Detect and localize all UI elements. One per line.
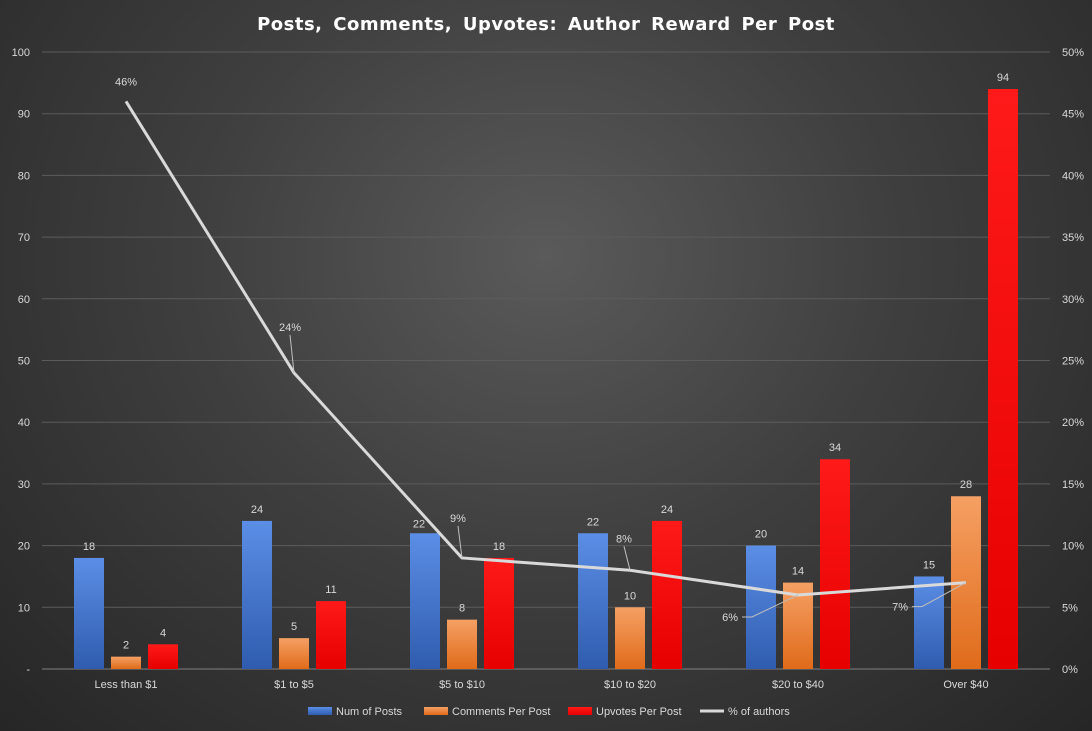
bar-data-label: 22 [587,516,599,528]
y-left-tick-label: 10 [18,602,30,614]
bar-data-label: 18 [493,541,505,553]
y-right-tick-label: 25% [1062,356,1084,368]
line-data-label: 7% [892,602,908,614]
bar-num-of-posts [746,545,776,669]
legend-label: Upvotes Per Post [596,706,682,718]
y-left-tick-label: 80 [18,170,30,182]
bar-num-of-posts [410,533,440,669]
line-data-label: 24% [279,322,301,334]
bar-data-label: 5 [291,621,297,633]
x-tick-label: $1 to $5 [274,679,314,691]
bar-num-of-posts [578,533,608,669]
chart-title: Posts, Comments, Upvotes: Author Reward … [257,14,835,35]
legend-swatch [424,707,448,715]
legend-swatch [308,707,332,715]
bar-comments-per-post [615,607,645,669]
legend-label: Num of Posts [336,706,403,718]
line-data-label: 6% [722,612,738,624]
y-left-tick-label: 90 [18,109,30,121]
bar-data-label: 14 [792,566,804,578]
y-right-tick-label: 30% [1062,294,1084,306]
x-tick-label: Over $40 [943,679,988,691]
legend-label: Comments Per Post [452,706,550,718]
bar-data-label: 24 [661,504,673,516]
bar-comments-per-post [783,582,813,669]
line-label-leader [912,582,967,608]
bar-upvotes-per-post [148,644,178,669]
bar-data-label: 18 [83,541,95,553]
y-left-tick-label: 20 [18,541,30,553]
bar-upvotes-per-post [652,520,682,669]
y-left-tick-label: 40 [18,417,30,429]
y-right-tick-label: 10% [1062,541,1084,553]
legend-swatch [568,707,592,715]
line-label-leader [289,334,295,373]
bar-data-label: 22 [413,518,425,530]
bar-data-label: 24 [251,504,263,516]
y-right-tick-label: 45% [1062,109,1084,121]
x-tick-label: $5 to $10 [439,679,485,691]
bar-comments-per-post [279,638,309,669]
bar-data-label: 4 [160,627,166,639]
bar-data-label: 8 [459,603,465,615]
y-right-tick-label: 0% [1062,664,1078,676]
y-left-tick-label: 30 [18,479,30,491]
y-right-tick-label: 40% [1062,170,1084,182]
bar-data-label: 34 [829,442,841,454]
bar-data-label: 20 [755,529,767,541]
y-right-tick-label: 20% [1062,417,1084,429]
bar-data-label: 2 [123,640,129,652]
bar-comments-per-post [447,619,477,669]
y-right-tick-label: 50% [1062,47,1084,59]
legend-label: % of authors [728,706,790,718]
bar-num-of-posts [242,520,272,669]
bar-data-label: 28 [960,479,972,491]
y-left-tick-label: 60 [18,294,30,306]
bar-num-of-posts [914,576,944,669]
bar-data-label: 94 [997,72,1009,84]
x-tick-label: Less than $1 [95,679,158,691]
line-data-label: 46% [115,76,137,88]
y-right-tick-label: 15% [1062,479,1084,491]
line-label-leader [457,525,463,559]
y-right-tick-label: 35% [1062,232,1084,244]
x-tick-label: $10 to $20 [604,679,656,691]
bar-upvotes-per-post [988,89,1018,669]
line-label-leader [742,594,799,618]
bar-comments-per-post [111,656,141,669]
y-left-tick-label: - [26,664,30,676]
x-tick-label: $20 to $40 [772,679,824,691]
bar-data-label: 15 [923,559,935,571]
bar-upvotes-per-post [484,557,514,669]
line-data-label: 9% [450,513,466,525]
bar-upvotes-per-post [820,459,850,669]
y-left-tick-label: 70 [18,232,30,244]
line-data-label: 8% [616,533,632,545]
y-right-tick-label: 5% [1062,602,1078,614]
line-percent-of-authors [124,100,967,597]
bar-data-label: 10 [624,590,636,602]
bar-data-label: 11 [325,584,336,596]
y-left-tick-label: 100 [12,47,30,59]
bar-upvotes-per-post [316,601,346,669]
line-label-leader [623,546,631,571]
bar-num-of-posts [74,557,104,669]
y-left-tick-label: 50 [18,356,30,368]
